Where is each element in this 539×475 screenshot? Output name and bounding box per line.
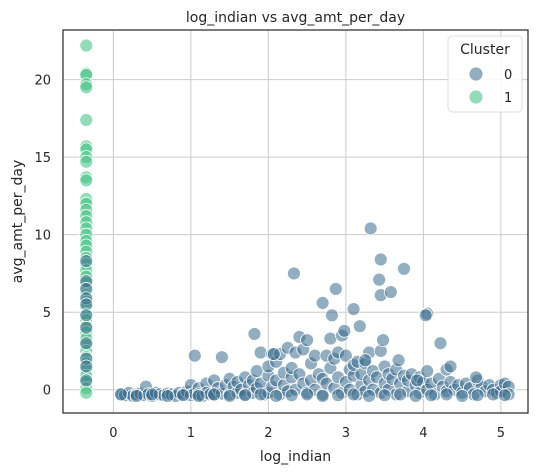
data-point-cluster-0 — [383, 285, 398, 299]
data-point-cluster-0 — [207, 387, 222, 402]
data-point-cluster-0 — [253, 387, 268, 402]
y-tick-label: 15 — [34, 151, 51, 166]
y-tick-label: 0 — [43, 384, 51, 399]
data-point-cluster-0 — [352, 319, 367, 334]
data-point-cluster-0 — [266, 347, 281, 361]
data-point-cluster-0 — [114, 387, 129, 402]
y-tick-label: 5 — [43, 306, 51, 321]
data-point-cluster-0 — [439, 387, 454, 402]
data-point-cluster-0 — [269, 389, 284, 403]
data-point-cluster-0 — [363, 221, 378, 236]
data-point-cluster-0 — [79, 373, 94, 388]
data-point-cluster-0 — [346, 387, 361, 402]
chart-title: log_indian vs avg_amt_per_day — [186, 10, 405, 26]
data-point-cluster-0 — [470, 388, 485, 403]
data-point-cluster-0 — [410, 373, 425, 388]
data-point-cluster-0 — [307, 348, 322, 363]
x-tick-label: 2 — [264, 426, 272, 441]
data-point-cluster-1 — [79, 38, 94, 53]
data-point-cluster-0 — [377, 388, 392, 403]
y-tick-label: 20 — [34, 74, 51, 89]
legend-title: Cluster — [460, 42, 510, 58]
data-point-cluster-0 — [191, 389, 206, 403]
data-point-cluster-0 — [287, 266, 301, 281]
data-point-cluster-0 — [376, 333, 390, 348]
y-tick-labels: 0 5 10 15 20 — [34, 74, 51, 399]
data-point-cluster-0 — [391, 353, 406, 368]
data-point-cluster-0 — [129, 389, 144, 403]
data-point-cluster-0 — [222, 389, 237, 403]
x-tick-labels: 0 1 2 3 4 5 — [109, 426, 505, 441]
data-point-cluster-1 — [79, 154, 94, 169]
data-point-cluster-0 — [253, 345, 268, 360]
data-point-cluster-0 — [346, 302, 361, 317]
data-point-cluster-0 — [362, 389, 377, 403]
data-point-cluster-0 — [315, 296, 330, 310]
data-point-cluster-0 — [433, 336, 448, 351]
data-point-cluster-0 — [79, 254, 94, 268]
data-point-cluster-0 — [145, 387, 160, 402]
data-point-cluster-0 — [443, 359, 458, 374]
data-point-cluster-0 — [300, 387, 315, 402]
data-point-cluster-0 — [323, 331, 338, 346]
data-point-cluster-0 — [79, 320, 94, 335]
data-point-cluster-0 — [486, 387, 501, 402]
data-point-cluster-0 — [424, 388, 439, 403]
data-point-cluster-0 — [79, 308, 94, 323]
data-point-cluster-0 — [373, 252, 388, 267]
legend-box — [447, 35, 523, 113]
data-point-cluster-0 — [79, 359, 94, 374]
data-point-cluster-0 — [497, 388, 512, 403]
data-point-cluster-0 — [325, 308, 339, 323]
x-tick-label: 4 — [419, 426, 427, 441]
data-point-cluster-0 — [393, 387, 408, 402]
data-point-cluster-0 — [79, 336, 94, 351]
data-point-cluster-0 — [338, 348, 353, 363]
data-point-cluster-0 — [397, 261, 411, 276]
data-point-cluster-1 — [79, 385, 94, 400]
data-point-cluster-0 — [214, 350, 229, 365]
data-point-cluster-0 — [238, 388, 253, 403]
data-point-cluster-0 — [176, 388, 191, 403]
data-point-cluster-0 — [420, 364, 435, 379]
data-point-cluster-0 — [337, 323, 352, 338]
data-point-cluster-0 — [247, 327, 262, 341]
data-point-cluster-0 — [249, 364, 264, 379]
data-point-cluster-0 — [284, 388, 299, 403]
legend-marker-cluster-0 — [468, 66, 484, 82]
legend-marker-cluster-1 — [468, 89, 484, 105]
data-point-cluster-0 — [187, 348, 202, 363]
data-point-cluster-0 — [331, 388, 346, 403]
data-point-cluster-0 — [455, 389, 470, 403]
legend: Cluster 01 — [447, 35, 523, 113]
plot-frame — [62, 29, 529, 414]
data-point-cluster-0 — [469, 370, 483, 385]
x-tick-label: 1 — [187, 426, 195, 441]
data-point-cluster-1 — [79, 80, 94, 95]
data-point-cluster-0 — [372, 272, 387, 287]
data-point-cluster-0 — [300, 333, 315, 348]
x-tick-label: 5 — [497, 426, 505, 441]
points-layer — [79, 38, 516, 403]
data-point-cluster-1 — [79, 173, 94, 188]
data-point-cluster-0 — [328, 282, 343, 296]
x-tick-label: 3 — [342, 426, 350, 441]
data-point-cluster-0 — [160, 389, 175, 403]
data-point-cluster-1 — [79, 113, 94, 127]
y-axis-label: avg_amt_per_day — [10, 160, 26, 283]
y-tick-label: 10 — [34, 229, 51, 244]
data-point-cluster-0 — [358, 353, 373, 368]
x-tick-label: 0 — [109, 426, 117, 441]
data-point-cluster-0 — [418, 308, 433, 323]
data-point-cluster-0 — [408, 389, 423, 403]
x-axis-label: log_indian — [260, 449, 331, 465]
legend-label-cluster-1: 1 — [504, 91, 512, 106]
legend-items: 01 — [468, 66, 512, 106]
data-point-cluster-0 — [315, 389, 330, 403]
legend-label-cluster-0: 0 — [504, 68, 512, 83]
